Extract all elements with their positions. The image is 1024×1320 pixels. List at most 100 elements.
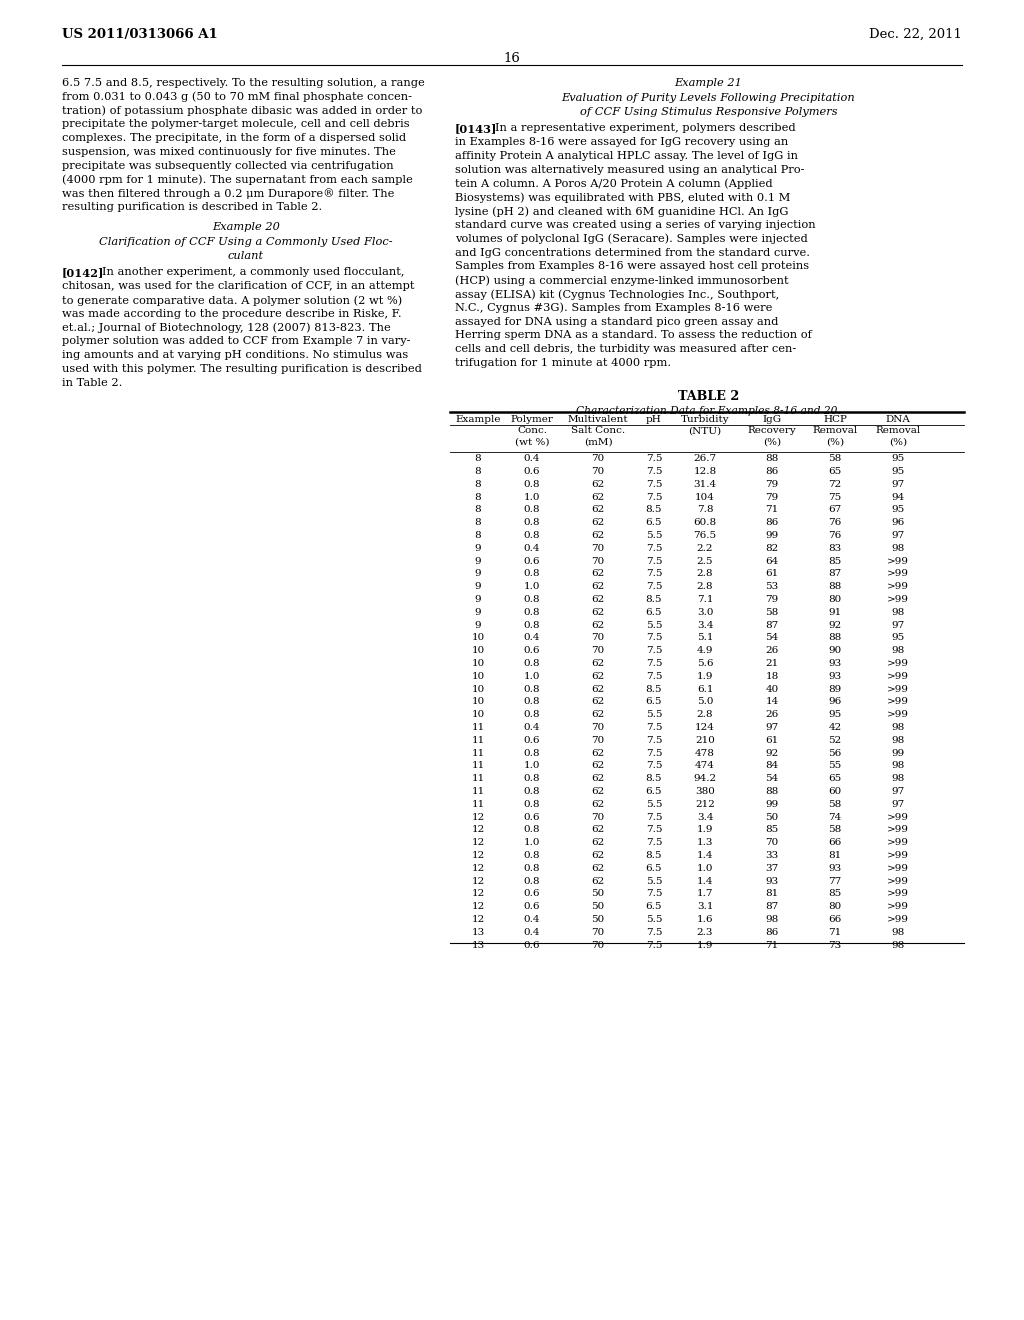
- Text: 62: 62: [592, 800, 604, 809]
- Text: 12: 12: [471, 876, 484, 886]
- Text: 7.5: 7.5: [646, 659, 663, 668]
- Text: 1.9: 1.9: [696, 825, 714, 834]
- Text: 50: 50: [592, 903, 604, 911]
- Text: 0.8: 0.8: [523, 506, 541, 515]
- Text: DNA: DNA: [886, 414, 910, 424]
- Text: 104: 104: [695, 492, 715, 502]
- Text: 12: 12: [471, 851, 484, 861]
- Text: >99: >99: [887, 672, 909, 681]
- Text: 0.6: 0.6: [523, 813, 541, 821]
- Text: >99: >99: [887, 595, 909, 605]
- Text: 97: 97: [891, 620, 904, 630]
- Text: 0.4: 0.4: [523, 634, 541, 643]
- Text: >99: >99: [887, 851, 909, 861]
- Text: 97: 97: [891, 480, 904, 488]
- Text: 10: 10: [471, 659, 484, 668]
- Text: 70: 70: [592, 735, 604, 744]
- Text: HCP: HCP: [823, 414, 847, 424]
- Text: 93: 93: [765, 876, 778, 886]
- Text: 88: 88: [765, 787, 778, 796]
- Text: 79: 79: [765, 480, 778, 488]
- Text: 70: 70: [592, 723, 604, 733]
- Text: Evaluation of Purity Levels Following Precipitation: Evaluation of Purity Levels Following Pr…: [561, 92, 855, 103]
- Text: 60: 60: [828, 787, 842, 796]
- Text: 0.8: 0.8: [523, 800, 541, 809]
- Text: 70: 70: [592, 941, 604, 949]
- Text: 62: 62: [592, 697, 604, 706]
- Text: 7.5: 7.5: [646, 454, 663, 463]
- Text: 87: 87: [828, 569, 842, 578]
- Text: 26: 26: [765, 647, 778, 655]
- Text: Removal: Removal: [812, 426, 858, 436]
- Text: 0.8: 0.8: [523, 697, 541, 706]
- Text: 0.8: 0.8: [523, 685, 541, 694]
- Text: 91: 91: [828, 609, 842, 616]
- Text: 70: 70: [592, 454, 604, 463]
- Text: >99: >99: [887, 915, 909, 924]
- Text: 10: 10: [471, 647, 484, 655]
- Text: 50: 50: [765, 813, 778, 821]
- Text: 12: 12: [471, 903, 484, 911]
- Text: 3.4: 3.4: [696, 620, 714, 630]
- Text: 1.4: 1.4: [696, 876, 714, 886]
- Text: 1.9: 1.9: [696, 941, 714, 949]
- Text: 89: 89: [828, 685, 842, 694]
- Text: 70: 70: [765, 838, 778, 847]
- Text: 8: 8: [475, 519, 481, 527]
- Text: Dec. 22, 2011: Dec. 22, 2011: [869, 28, 962, 41]
- Text: 2.8: 2.8: [696, 569, 714, 578]
- Text: 50: 50: [592, 890, 604, 899]
- Text: affinity Protein A analytical HPLC assay. The level of IgG in: affinity Protein A analytical HPLC assay…: [455, 150, 798, 161]
- Text: Polymer: Polymer: [511, 414, 553, 424]
- Text: 33: 33: [765, 851, 778, 861]
- Text: 85: 85: [828, 557, 842, 566]
- Text: and IgG concentrations determined from the standard curve.: and IgG concentrations determined from t…: [455, 248, 810, 257]
- Text: >99: >99: [887, 557, 909, 566]
- Text: trifugation for 1 minute at 4000 rpm.: trifugation for 1 minute at 4000 rpm.: [455, 358, 671, 368]
- Text: 97: 97: [891, 800, 904, 809]
- Text: 2.3: 2.3: [696, 928, 714, 937]
- Text: 212: 212: [695, 800, 715, 809]
- Text: 9: 9: [475, 557, 481, 566]
- Text: 8.5: 8.5: [646, 775, 663, 783]
- Text: Example 21: Example 21: [675, 78, 742, 88]
- Text: 98: 98: [891, 775, 904, 783]
- Text: >99: >99: [887, 890, 909, 899]
- Text: 84: 84: [765, 762, 778, 771]
- Text: 58: 58: [828, 825, 842, 834]
- Text: 8.5: 8.5: [646, 595, 663, 605]
- Text: 0.4: 0.4: [523, 928, 541, 937]
- Text: 62: 62: [592, 762, 604, 771]
- Text: 73: 73: [828, 941, 842, 949]
- Text: 88: 88: [828, 634, 842, 643]
- Text: 98: 98: [891, 544, 904, 553]
- Text: 92: 92: [828, 620, 842, 630]
- Text: 10: 10: [471, 710, 484, 719]
- Text: 7.5: 7.5: [646, 928, 663, 937]
- Text: 9: 9: [475, 609, 481, 616]
- Text: 95: 95: [891, 506, 904, 515]
- Text: 98: 98: [765, 915, 778, 924]
- Text: 12: 12: [471, 813, 484, 821]
- Text: >99: >99: [887, 659, 909, 668]
- Text: lysine (pH 2) and cleaned with 6M guanidine HCl. An IgG: lysine (pH 2) and cleaned with 6M guanid…: [455, 206, 788, 216]
- Text: 7.5: 7.5: [646, 557, 663, 566]
- Text: 98: 98: [891, 928, 904, 937]
- Text: 6.5: 6.5: [646, 697, 663, 706]
- Text: 55: 55: [828, 762, 842, 771]
- Text: 1.0: 1.0: [523, 838, 541, 847]
- Text: 9: 9: [475, 595, 481, 605]
- Text: 1.3: 1.3: [696, 838, 714, 847]
- Text: 0.8: 0.8: [523, 620, 541, 630]
- Text: 87: 87: [765, 620, 778, 630]
- Text: suspension, was mixed continuously for five minutes. The: suspension, was mixed continuously for f…: [62, 147, 396, 157]
- Text: 7.5: 7.5: [646, 813, 663, 821]
- Text: 5.5: 5.5: [646, 915, 663, 924]
- Text: >99: >99: [887, 825, 909, 834]
- Text: 94: 94: [891, 492, 904, 502]
- Text: in Examples 8-16 were assayed for IgG recovery using an: in Examples 8-16 were assayed for IgG re…: [455, 137, 788, 148]
- Text: 6.5: 6.5: [646, 519, 663, 527]
- Text: 0.8: 0.8: [523, 787, 541, 796]
- Text: Turbidity: Turbidity: [681, 414, 729, 424]
- Text: 79: 79: [765, 492, 778, 502]
